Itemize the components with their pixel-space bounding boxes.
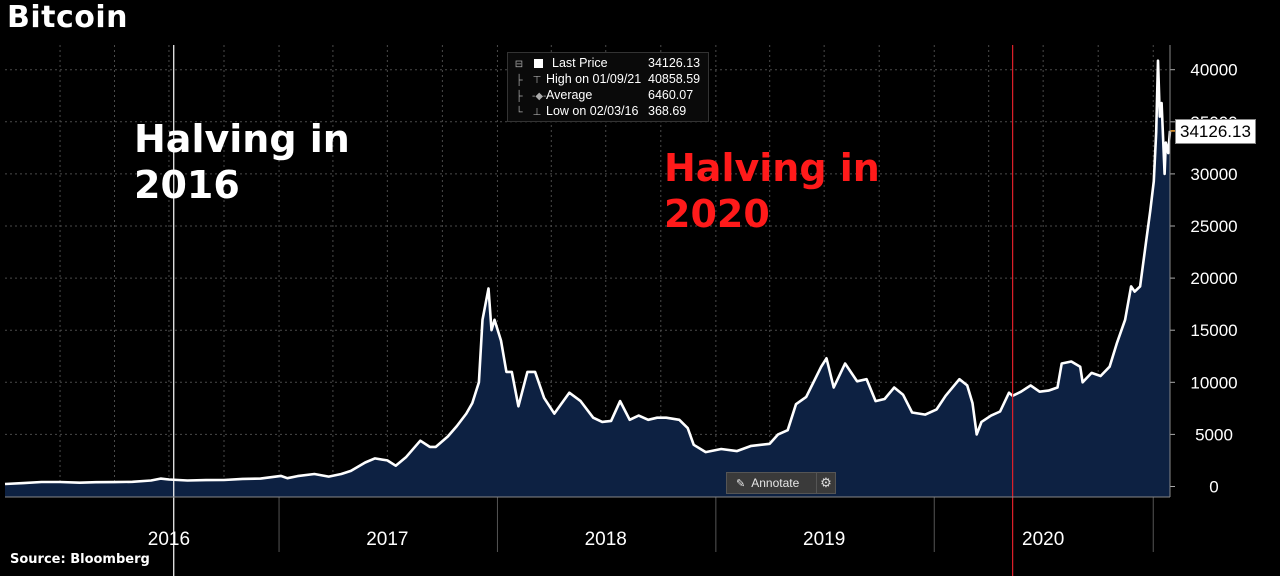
legend-label: Average [546,88,593,102]
page-title: Bitcoin [7,0,129,35]
x-tick-label: 2018 [585,529,627,550]
x-tick-label: 2020 [1022,529,1064,550]
legend-label: High on 01/09/21 [546,72,642,86]
legend-row-low: └ ⊥ Low on 02/03/16 [514,103,638,119]
x-axis: 2016 2017 2018 2019 2020 [5,496,1170,550]
legend-row-last-price: ⊟ Last Price [514,55,608,71]
price-area [5,60,1170,497]
legend-value: 34126.13 [648,56,701,70]
last-price-swatch-icon [534,59,543,68]
price-legend: ⊟ Last Price 34126.13 ├ ⊤ High on 01/09/21 … [507,52,709,122]
y-tick-label: 25000 [1190,217,1237,236]
x-tick-label: 2016 [148,529,190,550]
low-marker-icon: ⊥ [532,107,542,118]
settings-button[interactable]: ⚙ [816,472,836,494]
legend-row-high: ├ ⊤ High on 01/09/21 [514,71,641,87]
annotate-label: Annotate [751,476,800,490]
legend-value: 6460.07 [648,88,694,102]
pencil-icon: ✎ [736,478,746,490]
y-tick-label: 40000 [1190,61,1237,80]
y-axis: 0500010000150002000025000300003500040000 [1169,45,1238,497]
expand-icon[interactable]: ⊟ [514,59,524,70]
y-tick-label: 0 [1209,478,1218,497]
source-note: Source: Bloomberg [10,552,150,567]
average-marker-icon: -◆- [532,91,547,102]
legend-label: Last Price [552,56,608,70]
tree-branch-icon: ├ [515,91,523,102]
legend-value: 40858.59 [648,72,701,86]
price-line [4,59,1172,486]
halving-2016-annotation: Halving in 2016 [134,117,350,207]
halving-markers [173,45,1014,576]
y-tick-label: 15000 [1190,321,1237,340]
high-marker-icon: ⊤ [532,75,542,86]
y-tick-label: 20000 [1190,269,1237,288]
gear-icon: ⚙ [820,475,832,490]
y-tick-label: 30000 [1190,165,1237,184]
tree-branch-icon: └ [515,107,523,118]
legend-row-average: ├ -◆-Average [514,87,592,103]
legend-label: Low on 02/03/16 [546,104,639,118]
tree-branch-icon: ├ [515,75,523,86]
x-tick-label: 2019 [803,529,845,550]
legend-value: 368.69 [648,104,687,118]
y-tick-label: 5000 [1195,425,1233,444]
x-tick-label: 2017 [366,529,408,550]
year-dividers [278,497,1154,552]
y-tick-label: 10000 [1190,373,1237,392]
halving-2020-annotation: Halving in 2020 [664,146,880,236]
last-price-badge: 34126.13 [1175,118,1256,144]
annotate-button[interactable]: ✎ Annotate [726,472,817,494]
